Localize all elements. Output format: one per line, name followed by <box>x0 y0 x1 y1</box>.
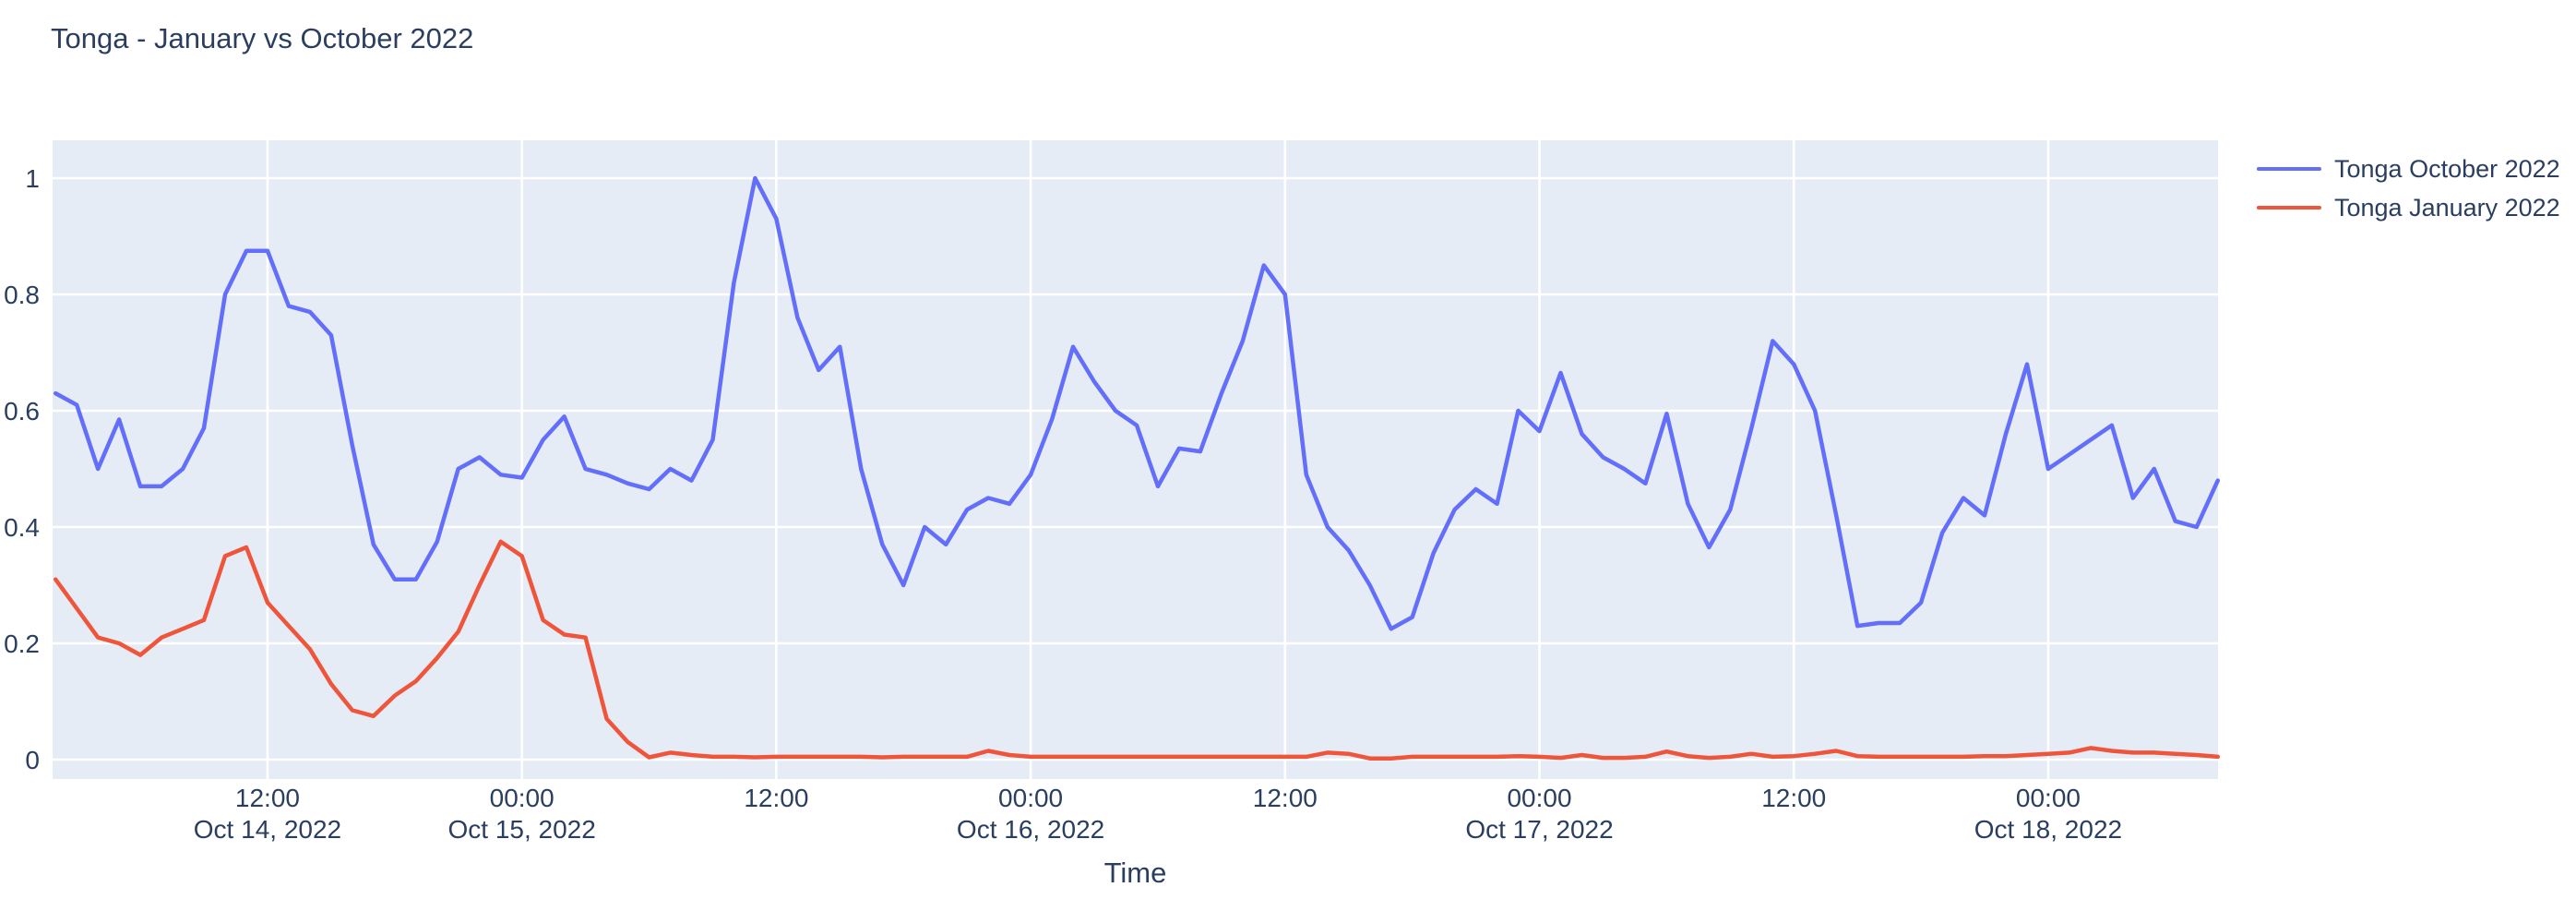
x-tick-time: 00:00 <box>1507 784 1571 812</box>
y-tick-label: 0 <box>25 746 40 774</box>
x-axis-title: Time <box>1103 857 1167 889</box>
legend-label-january: Tonga January 2022 <box>2334 193 2560 222</box>
x-tick-date: Oct 16, 2022 <box>957 815 1104 844</box>
series-line-october[interactable] <box>53 175 2221 631</box>
chart-title: Tonga - January vs October 2022 <box>51 22 474 54</box>
y-tick-label: 0.8 <box>4 281 40 309</box>
x-tick-time: 00:00 <box>998 784 1063 812</box>
x-tick-date: Oct 14, 2022 <box>194 815 341 844</box>
legend-line-swatch-october <box>2257 167 2321 171</box>
x-tick-time: 12:00 <box>235 784 300 812</box>
y-tick-label: 0.4 <box>4 513 40 542</box>
series-line-january[interactable] <box>53 539 2221 761</box>
legend-item-january[interactable]: Tonga January 2022 <box>2257 188 2560 227</box>
y-tick-label: 0.2 <box>4 629 40 658</box>
x-tick-date: Oct 17, 2022 <box>1465 815 1613 844</box>
x-tick-time: 12:00 <box>1761 784 1826 812</box>
x-tick-date: Oct 15, 2022 <box>448 815 596 844</box>
x-tick-time: 00:00 <box>2016 784 2081 812</box>
x-tick-time: 12:00 <box>744 784 808 812</box>
plot-area[interactable] <box>53 140 2218 779</box>
y-tick-label: 0.6 <box>4 397 40 426</box>
y-tick-label: 1 <box>25 164 40 193</box>
legend: Tonga October 2022 Tonga January 2022 <box>2257 150 2560 227</box>
x-tick-time: 12:00 <box>1253 784 1318 812</box>
legend-label-october: Tonga October 2022 <box>2334 154 2560 183</box>
legend-item-october[interactable]: Tonga October 2022 <box>2257 150 2560 188</box>
legend-line-swatch-january <box>2257 206 2321 210</box>
x-tick-date: Oct 18, 2022 <box>1974 815 2122 844</box>
x-tick-time: 00:00 <box>490 784 555 812</box>
